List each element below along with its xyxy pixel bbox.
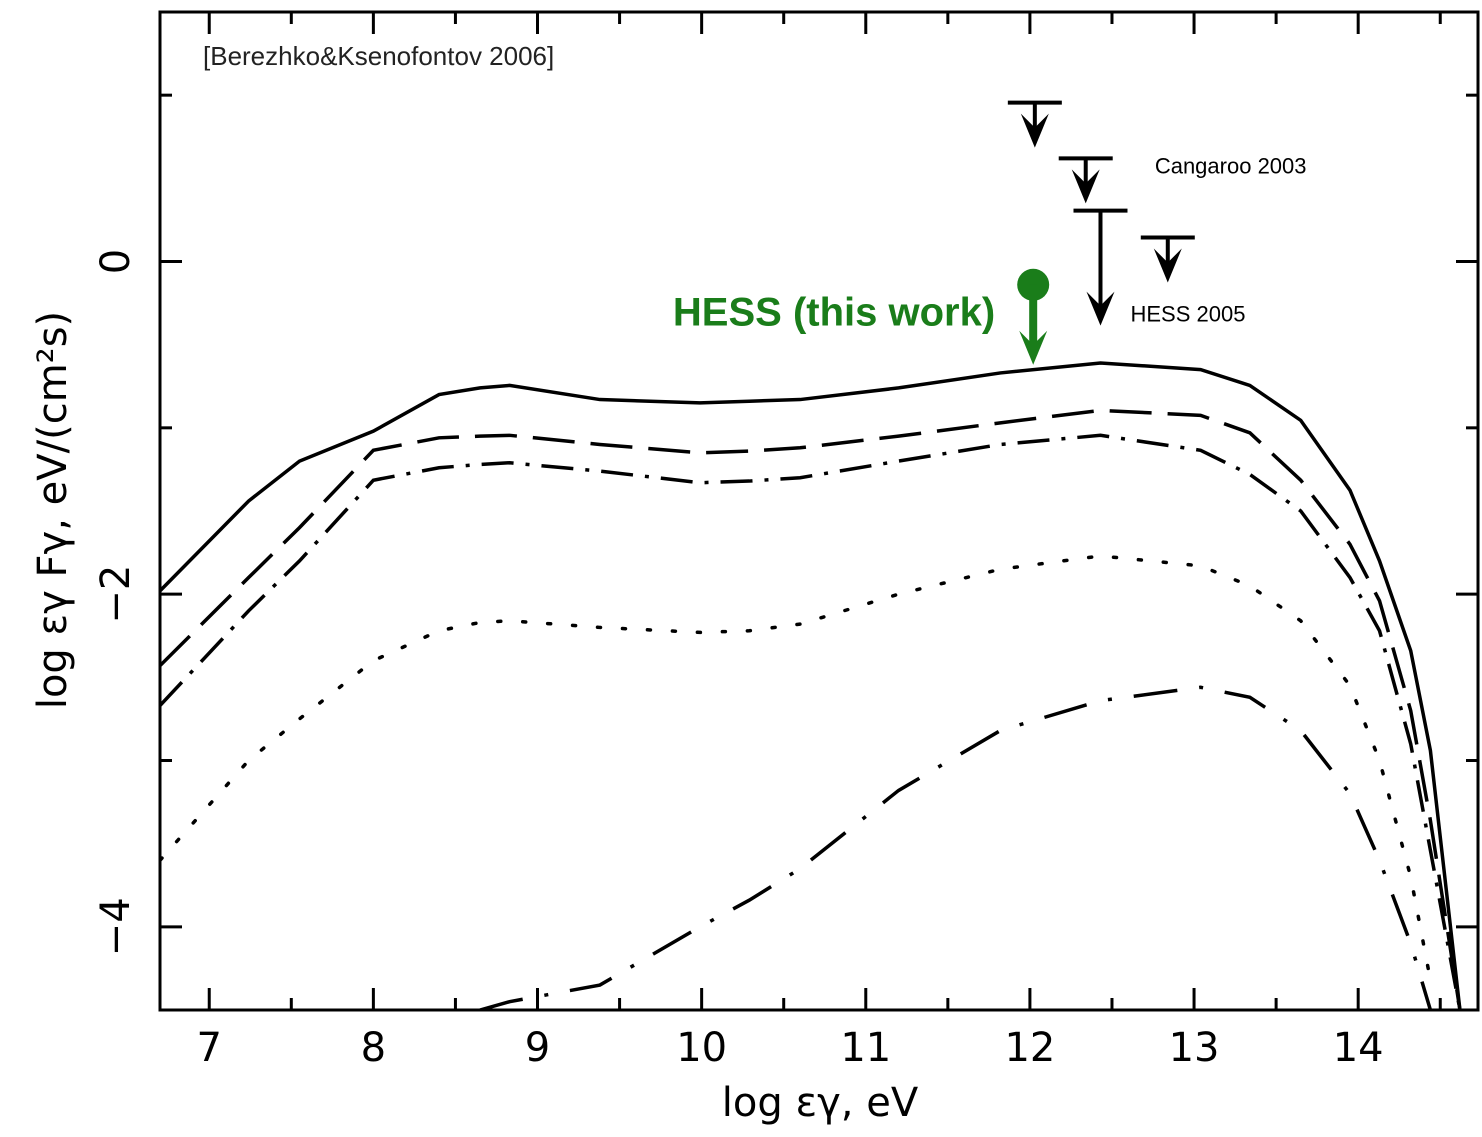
annotation: [Berezhko&Ksenofontov 2006] xyxy=(203,41,554,71)
curve xyxy=(160,408,1462,1010)
curve xyxy=(160,361,1462,1010)
upper-limit-label: HESS 2005 xyxy=(1130,301,1245,326)
upper-limit-arrow xyxy=(1153,248,1182,283)
curve xyxy=(160,433,1462,1010)
y-tick-label: −4 xyxy=(93,897,139,956)
y-tick-label: 0 xyxy=(93,249,139,274)
plot-frame xyxy=(158,10,1480,1012)
x-tick-label: 9 xyxy=(525,1025,550,1071)
upper-limit-label: HESS (this work) xyxy=(673,290,995,334)
y-axis-label: log εγ Fγ, eV/(cm²s) xyxy=(30,311,76,709)
upper-limit-arrow xyxy=(1020,113,1049,148)
upper-limit-arrow xyxy=(1086,291,1115,326)
upper-limit-arrow xyxy=(1071,169,1100,204)
x-tick-label: 7 xyxy=(197,1025,222,1071)
y-tick-label: −2 xyxy=(93,565,139,624)
upper-limit-label: Cangaroo 2003 xyxy=(1155,153,1307,178)
upper-limit-arrow xyxy=(1019,330,1048,365)
x-tick-label: 13 xyxy=(1169,1025,1220,1071)
x-axis-label: log εγ, eV xyxy=(722,1080,919,1126)
x-tick-label: 11 xyxy=(840,1025,891,1071)
x-tick-label: 8 xyxy=(361,1025,386,1071)
plot-area xyxy=(160,361,1462,1010)
x-tick-label: 14 xyxy=(1333,1025,1384,1071)
x-tick-label: 10 xyxy=(676,1025,727,1071)
x-tick-label: 12 xyxy=(1004,1025,1055,1071)
curve xyxy=(160,554,1433,982)
curve xyxy=(479,685,1433,1010)
